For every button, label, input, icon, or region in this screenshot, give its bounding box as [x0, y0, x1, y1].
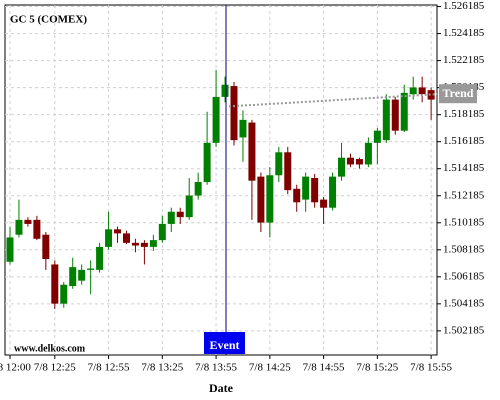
candle-body [149, 240, 157, 247]
y-tick-label: 1.522185 [443, 54, 485, 66]
candle-body [78, 269, 86, 281]
trend: Trend [228, 84, 477, 108]
candle-body [15, 219, 23, 235]
candle-body [257, 176, 265, 223]
candle-body [158, 223, 166, 241]
candle-body [391, 99, 399, 131]
grid: 1.502185 1.504185 1.506185 1.508185 1.510185… [0, 0, 485, 373]
y-tick-label: 1.502185 [443, 324, 485, 336]
candle-body [293, 188, 301, 203]
y-tick-label: 1.512185 [443, 189, 485, 201]
candle-body [311, 177, 319, 203]
candle-body [302, 176, 310, 200]
trend-label-box [439, 84, 477, 104]
x-tick-label: 7/8 14:25 [249, 362, 291, 374]
x-tick-label: 7/8 13:25 [141, 362, 183, 374]
y-tick-label: 1.524185 [443, 27, 485, 39]
x-axis-title: Date [209, 381, 234, 395]
plot-frame [4, 4, 438, 356]
candle-body [346, 157, 354, 165]
x-tick-label: 7/8 15:25 [356, 362, 398, 374]
x-tick-label: 7/8 12:55 [88, 362, 130, 374]
x-tick-label: 7/8 12:00 [0, 362, 31, 374]
candle-body [114, 229, 122, 234]
candle-body [212, 96, 220, 143]
candle-body [230, 86, 238, 141]
x-tick-label: 7/8 14:55 [303, 362, 345, 374]
candle-body [266, 175, 274, 223]
candle-body [382, 99, 390, 141]
y-tick-label: 1.506185 [443, 270, 485, 282]
candle-body [96, 246, 104, 270]
trend-label: Trend [443, 86, 474, 100]
candle-body [42, 234, 50, 260]
trend-line [228, 93, 438, 108]
candle-body [329, 176, 337, 208]
candle-body [409, 87, 417, 95]
y-tick-label: 1.526185 [443, 0, 485, 12]
candle-body [87, 268, 95, 270]
candles [6, 69, 435, 310]
candle-body [69, 267, 77, 287]
y-tick-label: 1.514185 [443, 162, 485, 174]
candle-body [427, 90, 435, 100]
candle-body [194, 182, 202, 196]
candle-body [338, 157, 346, 177]
candle-body [364, 142, 372, 165]
y-tick-label: 1.518185 [443, 108, 485, 120]
candle-body [284, 152, 292, 191]
candle-body [203, 142, 211, 183]
candle-body [105, 229, 113, 247]
candle-body [33, 219, 41, 239]
candle-body [24, 219, 32, 224]
candle-body [51, 264, 59, 304]
candle-body [320, 199, 328, 208]
candle-body [167, 211, 175, 224]
candle-body [185, 195, 193, 218]
candle-body [400, 92, 408, 131]
y-tick-label: 1.508185 [443, 243, 485, 255]
candle-body [373, 130, 381, 143]
y-tick-label: 1.516185 [443, 135, 485, 147]
candle-body [6, 237, 14, 262]
candle-body [221, 84, 229, 97]
candle-body [239, 119, 247, 138]
candle-body [131, 242, 139, 246]
candle-body [122, 233, 130, 243]
candle-body [355, 159, 363, 165]
x-tick-label: 7/8 13:55 [195, 362, 237, 374]
candle-body [140, 242, 148, 247]
candle-body [248, 122, 256, 181]
candle-body [176, 211, 184, 218]
candle-body [418, 87, 426, 95]
watermark: www.delkos.com [14, 343, 86, 354]
y-tick-label: 1.504185 [443, 297, 485, 309]
event-label: Event [210, 338, 240, 352]
candle-body [275, 152, 283, 176]
x-tick-label: 7/8 12:25 [34, 362, 76, 374]
event-box [204, 332, 245, 354]
x-tick-label: 7/8 15:55 [410, 362, 452, 374]
chart-title: GC 5 (COMEX) [10, 14, 87, 26]
y-tick-label: 1.510185 [443, 216, 485, 228]
candle-body [60, 284, 68, 304]
